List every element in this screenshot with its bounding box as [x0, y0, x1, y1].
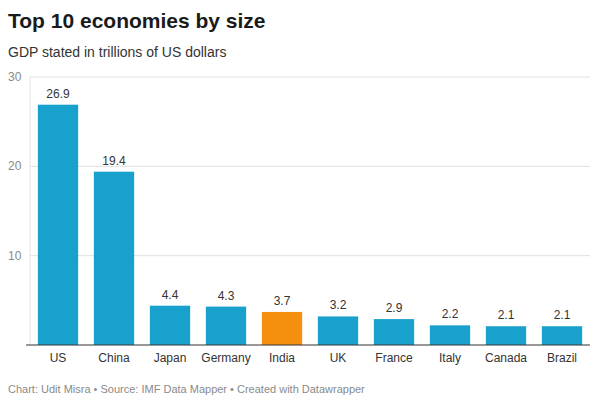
bar [94, 172, 134, 345]
data-label: 19.4 [102, 154, 126, 168]
bar [262, 312, 302, 345]
grid-line [30, 77, 590, 78]
x-tick-label: China [98, 351, 130, 365]
x-tick-label: UK [330, 351, 347, 365]
data-label: 3.7 [274, 294, 291, 308]
bar [38, 105, 78, 345]
y-axis-line [30, 77, 31, 345]
data-label: 2.1 [554, 308, 571, 322]
x-tick-label: Brazil [547, 351, 577, 365]
data-label: 26.9 [46, 87, 70, 101]
baseline [26, 345, 590, 346]
data-label: 3.2 [330, 298, 347, 312]
bar [486, 326, 526, 345]
title: Top 10 economies by size [8, 9, 266, 32]
x-tick-label: Canada [485, 351, 527, 365]
x-tick-label: Japan [154, 351, 187, 365]
x-tick-label: France [375, 351, 413, 365]
y-tick-label: 10 [8, 249, 22, 263]
bar [374, 319, 414, 345]
footer: Chart: Udit Misra • Source: IMF Data Map… [8, 383, 365, 395]
bar [318, 316, 358, 345]
bar [206, 307, 246, 345]
x-tick-label: US [50, 351, 67, 365]
y-tick-label: 20 [8, 159, 22, 173]
bars [38, 105, 582, 345]
bar [150, 306, 190, 345]
data-label: 4.4 [162, 288, 179, 302]
data-label: 2.9 [386, 301, 403, 315]
y-tick-label: 30 [8, 70, 22, 84]
data-label: 2.2 [442, 307, 459, 321]
x-tick-label: Germany [201, 351, 250, 365]
subtitle: GDP stated in trillions of US dollars [8, 44, 226, 60]
x-tick-label: India [269, 351, 295, 365]
bar [430, 325, 470, 345]
data-label: 2.1 [498, 308, 515, 322]
bar [542, 326, 582, 345]
data-label: 4.3 [218, 289, 235, 303]
chart: Top 10 economies by size GDP stated in tr… [0, 0, 600, 406]
x-tick-label: Italy [439, 351, 461, 365]
